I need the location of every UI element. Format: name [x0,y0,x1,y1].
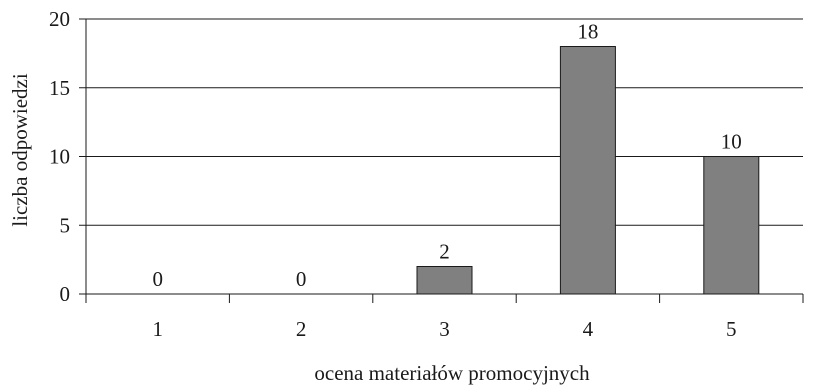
bar-4 [559,46,616,295]
y-tick-labels: 0 5 10 15 20 [49,7,70,306]
y-tick-label-15: 15 [49,76,70,100]
y-axis-title: liczba odpowiedzi [8,73,32,227]
x-tick-label-5: 5 [726,317,737,341]
data-label-4: 18 [577,20,598,44]
x-tick-labels: 1 2 3 4 5 [152,317,736,341]
x-tick-label-1: 1 [152,317,163,341]
x-tick-label-2: 2 [296,317,307,341]
x-axis-title: ocena materiałów promocyjnych [314,361,590,385]
bar-5 [703,156,760,295]
axes [79,18,804,303]
x-tick-label-3: 3 [439,317,450,341]
y-tick-label-5: 5 [60,213,71,237]
gridlines [86,18,803,226]
data-labels: 0 0 2 18 10 [152,20,741,292]
data-label-1: 0 [152,267,163,291]
y-tick-label-10: 10 [49,145,70,169]
x-tick-label-4: 4 [583,317,594,341]
data-label-2: 0 [296,267,307,291]
bars [416,46,760,295]
y-tick-label-0: 0 [60,282,71,306]
data-label-5: 10 [721,130,742,154]
bar-3 [416,266,473,295]
y-tick-label-20: 20 [49,7,70,31]
data-label-3: 2 [439,240,450,264]
